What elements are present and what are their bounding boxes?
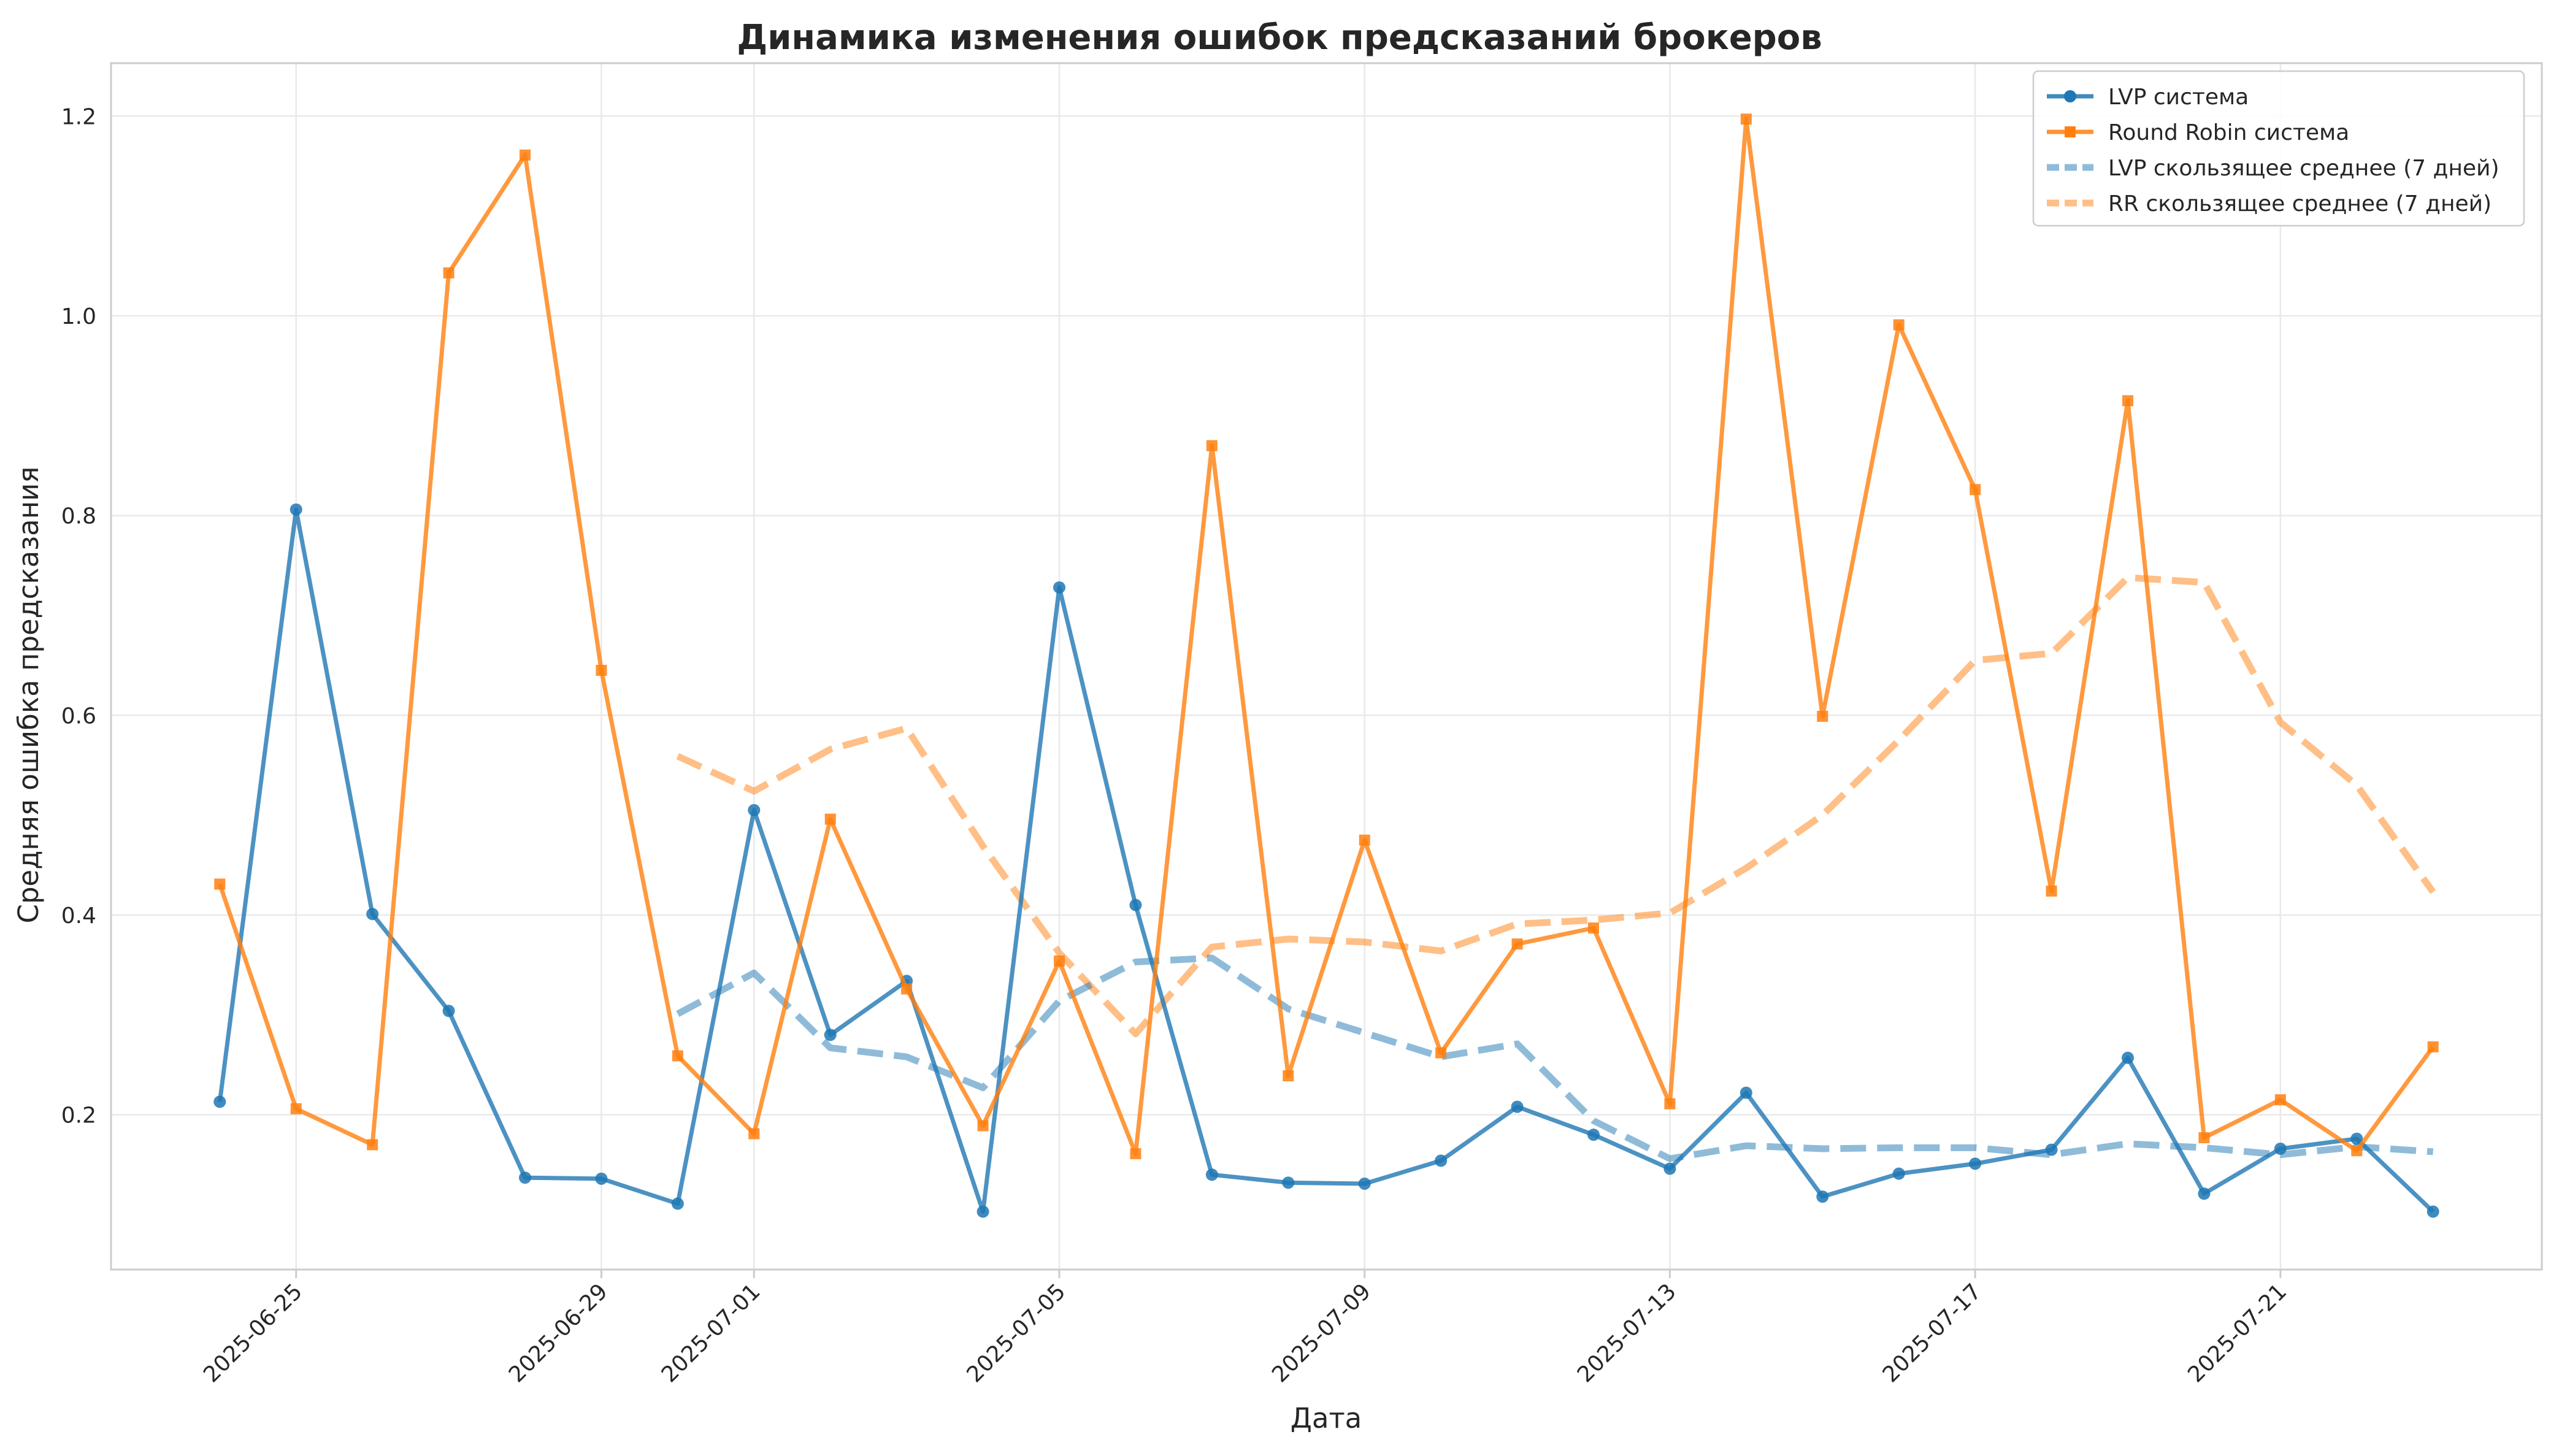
- data-point: [1969, 1157, 1982, 1170]
- series-line: [676, 574, 2436, 1038]
- data-point: [2427, 1041, 2439, 1052]
- y-tick-label: 0.2: [61, 1103, 96, 1128]
- data-point: [1816, 1190, 1829, 1203]
- legend-label: RR скользящее среднее (7 дней): [2108, 191, 2492, 216]
- legend-label: Round Robin система: [2108, 120, 2349, 145]
- data-point: [214, 878, 226, 890]
- grid: [111, 63, 2542, 1270]
- legend-item: LVP система: [2047, 85, 2249, 110]
- legend-item: Round Robin система: [2047, 120, 2349, 145]
- series-line: [217, 117, 2435, 1156]
- data-point: [2274, 1094, 2286, 1106]
- data-point: [1893, 319, 1905, 331]
- data-point: [1053, 581, 1066, 594]
- data-point: [2121, 1051, 2134, 1064]
- data-point: [520, 149, 531, 161]
- data-point: [1205, 1168, 1218, 1181]
- data-point: [1282, 1176, 1295, 1189]
- data-point: [1587, 1128, 1600, 1141]
- data-point: [1358, 1177, 1371, 1190]
- data-point: [519, 1171, 532, 1184]
- data-point: [442, 1005, 455, 1017]
- series-layer: [213, 113, 2439, 1218]
- data-point: [2122, 395, 2133, 407]
- data-point: [290, 1103, 302, 1114]
- data-point: [1892, 1167, 1905, 1180]
- data-point: [366, 908, 379, 921]
- legend-marker: [2064, 90, 2076, 102]
- series-4: [676, 574, 2436, 1038]
- data-point: [1054, 955, 1065, 967]
- data-point: [2427, 1205, 2439, 1218]
- data-point: [1283, 1070, 1294, 1082]
- y-axis-label: Средняя ошибка предсказания: [12, 467, 45, 924]
- data-point: [2350, 1132, 2363, 1145]
- data-point: [2198, 1132, 2210, 1144]
- data-point: [1740, 1086, 1752, 1099]
- series-3: [676, 954, 2434, 1162]
- data-point: [2198, 1187, 2211, 1200]
- data-point: [748, 1128, 760, 1140]
- legend-label: LVP скользящее среднее (7 дней): [2108, 156, 2500, 181]
- data-point: [2351, 1145, 2363, 1157]
- legend-label: LVP система: [2108, 85, 2249, 110]
- data-point: [824, 1029, 837, 1041]
- series-line: [676, 954, 2434, 1162]
- data-point: [1511, 1100, 1524, 1113]
- data-point: [1206, 440, 1218, 451]
- data-point: [824, 813, 836, 825]
- data-point: [213, 1095, 226, 1108]
- data-point: [1970, 484, 1981, 496]
- y-tick-label: 1.0: [61, 304, 96, 329]
- data-point: [2274, 1142, 2287, 1155]
- data-point: [595, 1172, 608, 1185]
- legend-item: LVP скользящее среднее (7 дней): [2047, 156, 2500, 181]
- data-point: [1435, 1154, 1448, 1167]
- x-axis-label: Дата: [1291, 1402, 1362, 1435]
- data-point: [1511, 938, 1523, 950]
- data-point: [2046, 885, 2057, 897]
- data-point: [290, 503, 302, 516]
- data-point: [443, 267, 455, 278]
- data-point: [1129, 899, 1142, 911]
- data-point: [1740, 113, 1752, 125]
- data-point: [2045, 1143, 2058, 1156]
- data-point: [901, 983, 913, 995]
- y-tick-label: 0.8: [61, 504, 96, 529]
- chart-title: Динамика изменения ошибок предсказаний б…: [737, 18, 1822, 58]
- data-point: [1664, 1098, 1676, 1109]
- data-point: [367, 1139, 378, 1151]
- data-point: [1359, 834, 1370, 846]
- legend-box: [2032, 70, 2525, 227]
- series-line: [217, 507, 2435, 1214]
- legend-item: RR скользящее среднее (7 дней): [2047, 191, 2492, 216]
- data-point: [976, 1205, 989, 1218]
- data-point: [977, 1120, 989, 1132]
- series-1: [213, 503, 2439, 1218]
- data-point: [671, 1197, 684, 1210]
- y-tick-label: 0.6: [61, 703, 96, 729]
- data-point: [596, 665, 607, 676]
- legend-marker: [2065, 126, 2076, 137]
- series-2: [214, 113, 2439, 1160]
- data-point: [672, 1050, 683, 1062]
- data-point: [1435, 1047, 1447, 1059]
- data-point: [1663, 1162, 1676, 1175]
- y-tick-label: 1.2: [61, 104, 96, 129]
- plot-frame: [110, 62, 2543, 1271]
- data-point: [1817, 710, 1828, 722]
- data-point: [1130, 1148, 1141, 1160]
- legend: LVP система Round Robin система LVP скольз…: [2032, 70, 2525, 227]
- data-point: [748, 803, 761, 816]
- data-point: [1587, 922, 1599, 934]
- y-tick-label: 0.4: [61, 903, 96, 929]
